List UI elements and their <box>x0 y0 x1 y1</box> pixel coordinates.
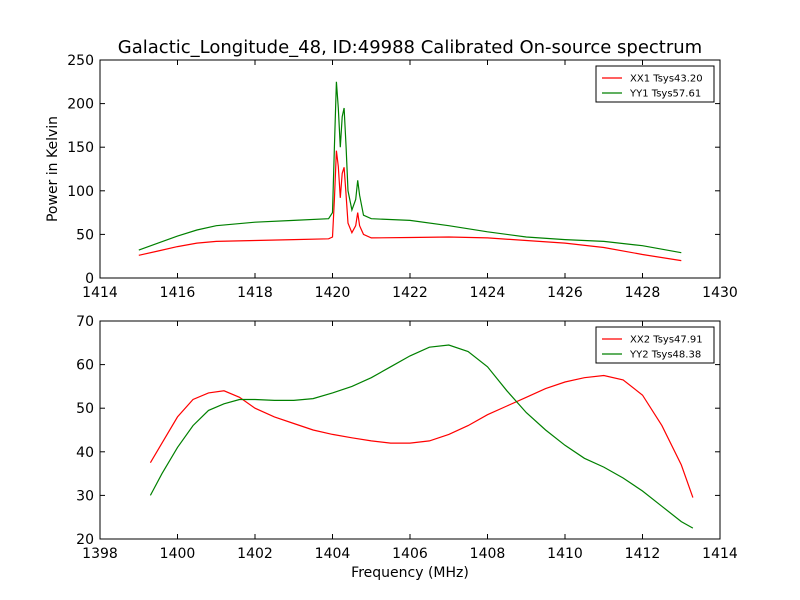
series-line-1 <box>149 374 694 498</box>
y-tick-label: 250 <box>67 53 94 69</box>
y-tick-label: 50 <box>76 227 94 243</box>
x-tick-label: 1400 <box>160 546 196 562</box>
x-tick-label: 1414 <box>702 546 738 562</box>
y-tick-label: 20 <box>76 532 94 548</box>
x-tick-label: 1428 <box>625 285 661 301</box>
x-tick-label: 1404 <box>315 546 351 562</box>
series-line-2 <box>138 81 682 254</box>
y-tick-label: 60 <box>76 358 94 374</box>
legend-label-1: XX2 Tsys47.91 <box>630 335 703 346</box>
x-tick-label: 1398 <box>82 546 118 562</box>
y-tick-label: 70 <box>76 314 94 330</box>
legend-label-1: XX1 Tsys43.20 <box>630 74 703 85</box>
x-tick-label: 1424 <box>470 285 506 301</box>
legend-box <box>595 65 715 103</box>
x-axis-label: Frequency (MHz) <box>351 565 469 581</box>
x-tick-label: 1412 <box>625 546 661 562</box>
x-tick-label: 1416 <box>160 285 196 301</box>
y-tick-label: 0 <box>85 271 94 287</box>
legend: XX2 Tsys47.91 YY2 Tsys48.38 <box>595 326 715 364</box>
legend-box <box>595 326 715 364</box>
y-tick-label: 200 <box>67 97 94 113</box>
x-tick-label: 1422 <box>392 285 428 301</box>
series-line-1 <box>138 150 682 262</box>
y-tick-label: 50 <box>76 401 94 417</box>
x-tick-label: 1420 <box>315 285 351 301</box>
y-tick-label: 40 <box>76 445 94 461</box>
x-tick-label: 1418 <box>237 285 273 301</box>
bottom-spectrum-chart: 1398 1400 1402 1404 1406 1408 1410 1412 1414 20 30… <box>76 314 738 581</box>
y-tick-label: 100 <box>67 184 94 200</box>
y-tick-label: 150 <box>67 140 94 156</box>
x-tick-label: 1414 <box>82 285 118 301</box>
legend-label-2: YY2 Tsys48.38 <box>629 350 701 361</box>
y-axis-label: Power in Kelvin <box>45 116 61 222</box>
x-tick-label: 1408 <box>470 546 506 562</box>
legend: XX1 Tsys43.20 YY1 Tsys57.61 <box>595 65 715 103</box>
x-tick-label: 1402 <box>237 546 273 562</box>
top-spectrum-chart: 1414 1416 1418 1420 1422 1424 1426 1428 1430 0 50 1… <box>45 53 738 301</box>
x-tick-label: 1410 <box>547 546 583 562</box>
x-tick-label: 1426 <box>547 285 583 301</box>
x-tick-label: 1430 <box>702 285 738 301</box>
series-line-2 <box>149 344 694 529</box>
figure-title: Galactic_Longitude_48, ID:49988 Calibrat… <box>118 37 702 58</box>
legend-label-2: YY1 Tsys57.61 <box>629 89 701 100</box>
x-tick-label: 1406 <box>392 546 428 562</box>
y-tick-label: 30 <box>76 488 94 504</box>
